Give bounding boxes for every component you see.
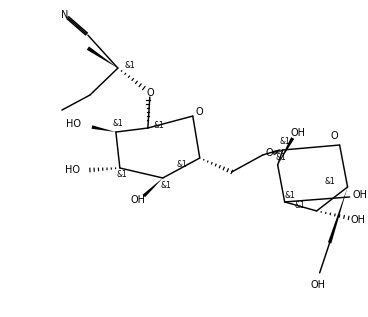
- Text: O: O: [266, 148, 273, 158]
- Text: &1: &1: [324, 178, 335, 186]
- Text: HO: HO: [66, 165, 81, 175]
- Text: OH: OH: [352, 190, 367, 200]
- Text: OH: OH: [310, 280, 325, 290]
- Text: OH: OH: [130, 195, 145, 205]
- Text: HO: HO: [66, 119, 81, 129]
- Text: &1: &1: [275, 152, 286, 161]
- Polygon shape: [143, 178, 163, 197]
- Polygon shape: [278, 137, 294, 165]
- Text: &1: &1: [124, 61, 135, 70]
- Text: O: O: [146, 88, 154, 98]
- Text: &1: &1: [279, 137, 290, 146]
- Text: &1: &1: [153, 120, 164, 130]
- Polygon shape: [87, 47, 118, 68]
- Text: &1: &1: [113, 119, 123, 127]
- Text: O: O: [331, 131, 339, 141]
- Text: N: N: [61, 10, 68, 20]
- Polygon shape: [328, 187, 348, 243]
- Text: &1: &1: [176, 160, 187, 170]
- Text: &1: &1: [294, 201, 305, 210]
- Text: O: O: [196, 107, 204, 117]
- Text: OH: OH: [350, 215, 365, 225]
- Text: &1: &1: [160, 181, 171, 191]
- Polygon shape: [92, 125, 116, 132]
- Text: &1: &1: [117, 171, 127, 179]
- Text: &1: &1: [284, 191, 295, 200]
- Text: OH: OH: [290, 128, 305, 138]
